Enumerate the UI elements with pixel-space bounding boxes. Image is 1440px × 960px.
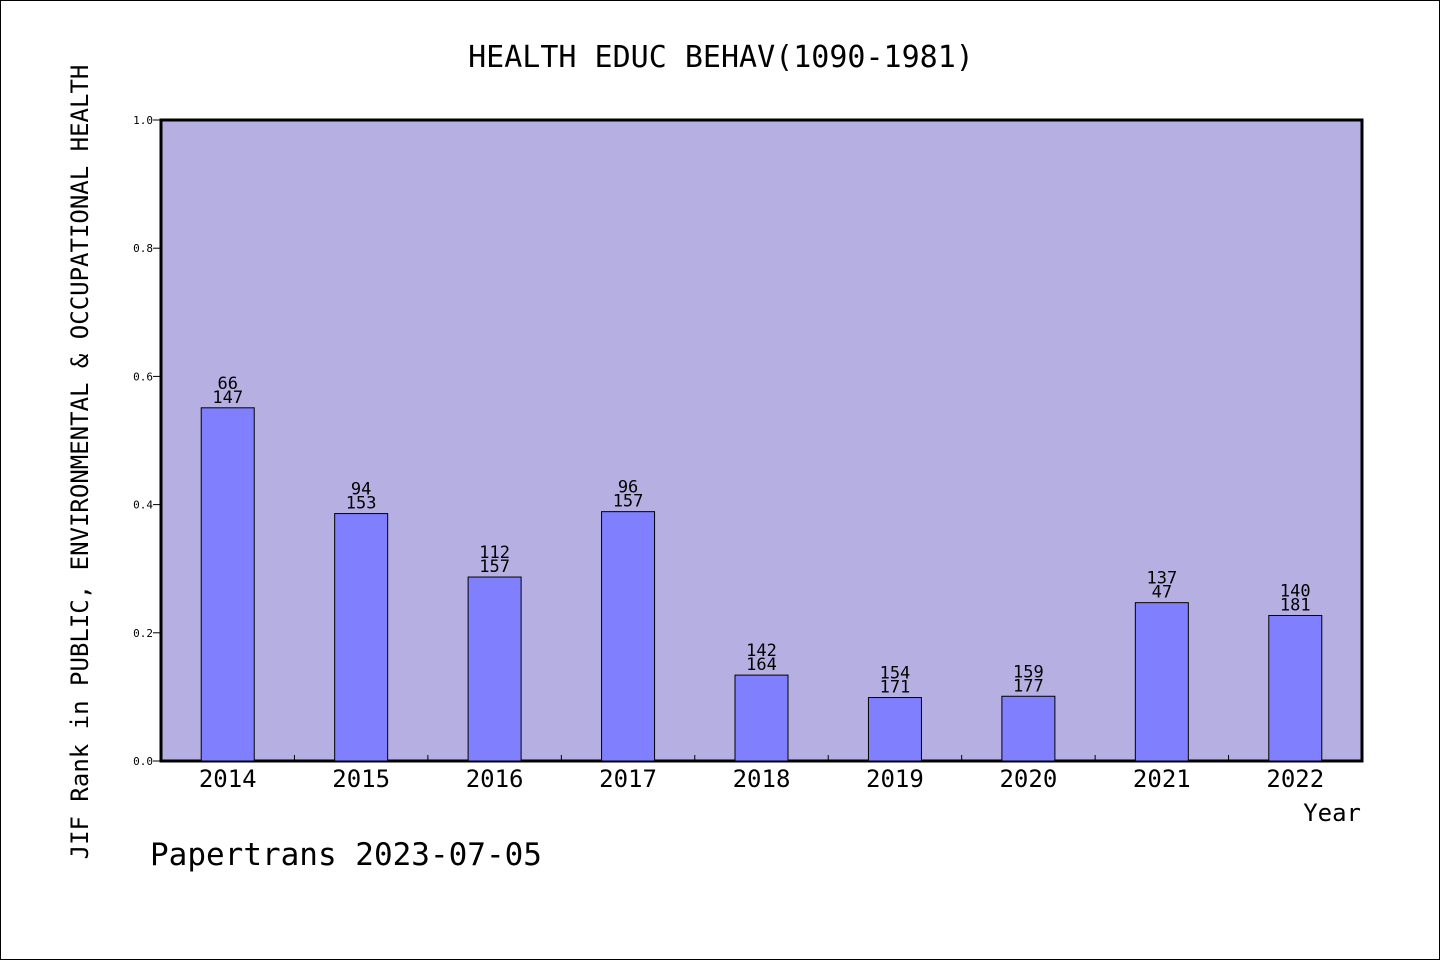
bar-rank-label: 137 xyxy=(1146,569,1177,589)
bar-total-label: 47 xyxy=(1152,583,1172,603)
bar-rank-label: 112 xyxy=(479,543,510,563)
bar-total-label: 153 xyxy=(346,494,377,514)
bar-total-label: 181 xyxy=(1280,595,1311,615)
y-tick-label: 1.0 xyxy=(133,114,153,127)
y-axis-ticks: 0.0 0.2 0.4 0.6 0.8 1.0 xyxy=(133,114,161,768)
bar-total-label: 164 xyxy=(746,655,777,675)
bar-2022 xyxy=(1268,614,1323,762)
x-tick-label: 2019 xyxy=(866,765,924,793)
x-axis-ticks xyxy=(293,755,1230,761)
x-tick-label: 2020 xyxy=(999,765,1057,793)
bar-rank-label: 159 xyxy=(1013,662,1044,682)
footer-credit: Papertrans 2023-07-05 xyxy=(150,837,542,873)
bar-total-label: 157 xyxy=(613,492,644,512)
bars xyxy=(200,407,1323,762)
x-axis-label: Year xyxy=(1303,799,1361,827)
bar-total-label: 177 xyxy=(1013,676,1044,696)
x-tick-label: 2018 xyxy=(733,765,791,793)
y-tick-label: 0.2 xyxy=(133,627,153,640)
bar-total-label: 147 xyxy=(212,388,243,408)
bar-total-label: 171 xyxy=(880,678,911,698)
y-tick-label: 0.6 xyxy=(133,370,153,383)
bar-2018 xyxy=(734,674,789,762)
x-tick-label: 2021 xyxy=(1133,765,1191,793)
y-tick-label: 0.8 xyxy=(133,242,153,255)
y-tick-label: 0.4 xyxy=(133,499,153,512)
bar-rank-label: 94 xyxy=(351,480,371,500)
y-tick-label: 0.0 xyxy=(133,755,153,768)
bar-rank-label: 66 xyxy=(217,374,237,394)
bar-2020 xyxy=(1001,695,1056,762)
bar-2019 xyxy=(867,697,922,762)
bar-rank-label: 142 xyxy=(746,641,777,661)
bar-rank-label: 154 xyxy=(880,664,911,684)
x-tick-label: 2022 xyxy=(1266,765,1324,793)
y-axis-label: JIF Rank in PUBLIC, ENVIRONMENTAL & OCCU… xyxy=(66,65,94,860)
bar-rank-label: 96 xyxy=(618,478,638,498)
bar-2017 xyxy=(601,511,656,762)
x-tick-label: 2014 xyxy=(199,765,257,793)
bar-2021 xyxy=(1134,602,1189,762)
x-tick-label: 2015 xyxy=(332,765,390,793)
bar-2014 xyxy=(200,407,255,762)
bar-2016 xyxy=(467,576,522,762)
x-tick-label: 2016 xyxy=(466,765,524,793)
bar-total-label: 157 xyxy=(479,557,510,577)
bar-rank-label: 140 xyxy=(1280,581,1311,601)
bar-2015 xyxy=(334,513,389,762)
x-axis-tick-labels: 2014 2015 2016 2017 2018 2019 2020 2021 2022 xyxy=(199,765,1324,793)
chart-title: HEALTH EDUC BEHAV(1090-1981) xyxy=(468,40,974,75)
x-tick-label: 2017 xyxy=(599,765,657,793)
